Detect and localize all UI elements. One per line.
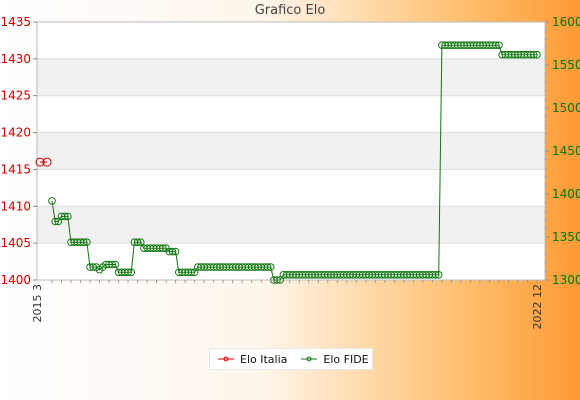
legend-swatch-elo-fide — [301, 356, 318, 362]
y-right-tick-label: 1600 — [552, 15, 580, 29]
point-elo-fide — [187, 268, 196, 277]
legend-item-elo-italia: Elo Italia — [218, 353, 287, 366]
point-elo-fide — [533, 50, 541, 59]
point-elo-fide — [124, 268, 132, 277]
point-elo-fide — [83, 238, 91, 246]
grid-band — [37, 58, 545, 96]
point-elo-italia — [42, 157, 52, 167]
point-elo-fide — [266, 263, 275, 271]
point-elo-fide — [51, 217, 60, 226]
point-elo-fide — [495, 41, 503, 50]
y-left-tick-label: 1435 — [0, 15, 31, 29]
point-elo-fide — [431, 271, 440, 279]
y-left-tick-label: 1420 — [0, 126, 31, 140]
y-left-tick-label: 1430 — [0, 52, 31, 66]
legend-label-elo-italia: Elo Italia — [240, 352, 288, 366]
point-elo-fide — [89, 263, 97, 271]
grid-band — [37, 206, 545, 244]
legend-item-elo-fide: Elo FIDE — [301, 352, 369, 366]
point-elo-fide — [137, 238, 145, 246]
y-right-tick-label: 1350 — [552, 230, 580, 244]
point-elo-italia — [35, 157, 45, 167]
y-left-tick-label: 1425 — [0, 89, 31, 103]
y-left-tick-label: 1415 — [0, 162, 31, 176]
point-elo-fide — [127, 268, 135, 277]
point-elo-fide — [133, 238, 142, 246]
point-elo-fide — [48, 197, 56, 205]
x-tick-label-last: 2022 12 — [531, 284, 544, 330]
point-elo-fide — [168, 247, 177, 256]
point-elo-fide — [492, 41, 500, 50]
point-elo-fide — [434, 271, 443, 279]
y-left-tick-label: 1400 — [0, 273, 31, 287]
y-right-tick-label: 1400 — [552, 187, 580, 201]
point-elo-fide — [64, 212, 72, 221]
y-left-tick-label: 1410 — [0, 199, 31, 213]
point-elo-fide — [159, 244, 167, 252]
y-left-tick-label: 1405 — [0, 236, 31, 250]
point-elo-fide — [530, 50, 538, 59]
legend-label-elo-fide: Elo FIDE — [323, 352, 369, 366]
point-elo-fide — [108, 260, 116, 269]
point-elo-fide — [171, 247, 180, 256]
point-elo-fide — [60, 212, 69, 221]
y-right-tick-label: 1500 — [552, 101, 580, 115]
legend: Elo Italia Elo FIDE — [209, 348, 373, 370]
series-line-elo-fide — [51, 44, 537, 281]
y-right-tick-label: 1450 — [552, 144, 580, 158]
y-right-tick-label: 1300 — [552, 273, 580, 287]
point-elo-fide — [111, 260, 120, 269]
legend-swatch-elo-italia — [218, 356, 234, 362]
point-elo-fide — [263, 263, 272, 271]
x-tick-label-first: 2015 3 — [31, 284, 44, 323]
chart-title: Grafico Elo — [254, 3, 326, 18]
y-right-tick-label: 1550 — [552, 58, 580, 72]
point-elo-fide — [79, 238, 88, 246]
grid-band — [37, 132, 545, 170]
